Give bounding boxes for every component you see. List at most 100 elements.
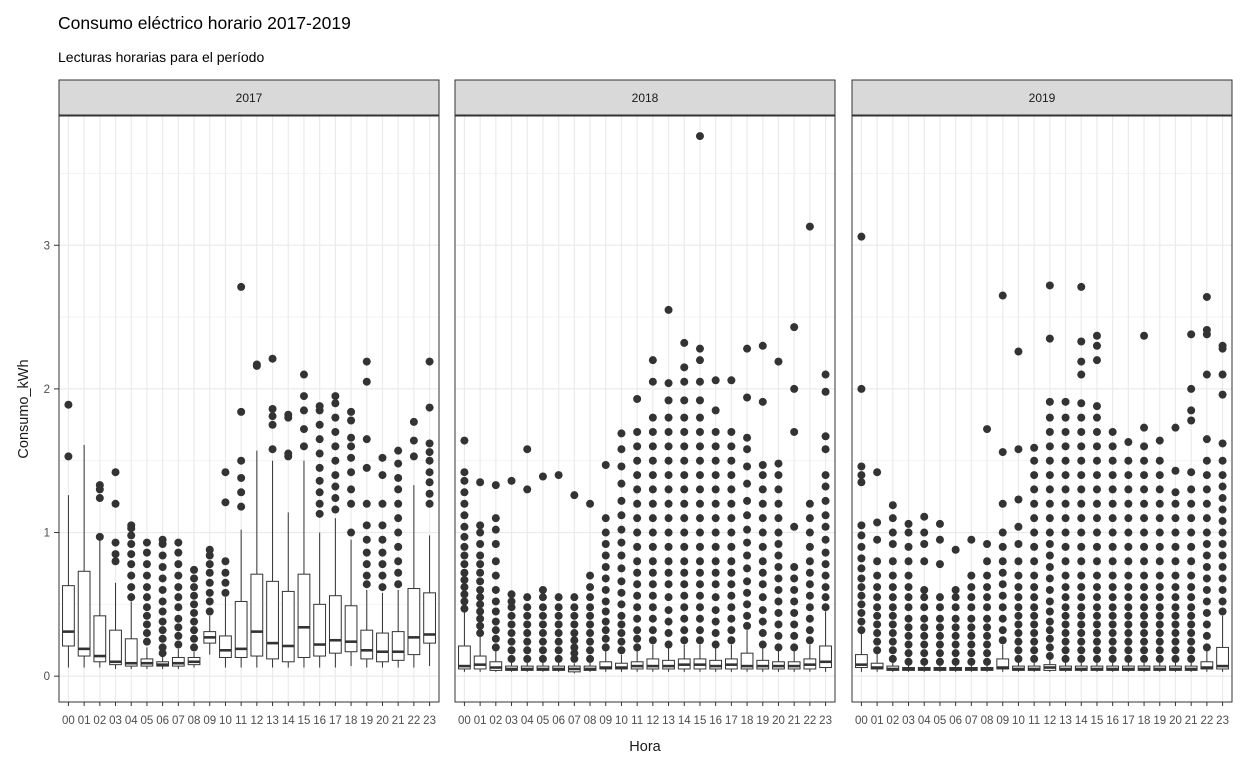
outlier-point bbox=[664, 471, 673, 480]
outlier-point bbox=[190, 626, 199, 635]
outlier-point bbox=[904, 631, 913, 640]
outlier-point bbox=[648, 499, 657, 508]
box-2018-23 bbox=[819, 370, 832, 672]
outlier-point bbox=[695, 442, 704, 451]
outlier-point bbox=[95, 532, 104, 541]
outlier-point bbox=[1155, 436, 1164, 445]
outlier-point bbox=[920, 614, 929, 623]
outlier-point bbox=[873, 593, 882, 602]
outlier-point bbox=[1140, 485, 1149, 494]
outlier-point bbox=[1155, 471, 1164, 480]
outlier-point bbox=[1108, 456, 1117, 465]
outlier-point bbox=[998, 291, 1007, 300]
outlier-point bbox=[1140, 423, 1149, 432]
outlier-point bbox=[158, 562, 167, 571]
outlier-point bbox=[904, 640, 913, 649]
outlier-point bbox=[158, 597, 167, 606]
box-body bbox=[93, 615, 107, 663]
outlier-point bbox=[920, 557, 929, 566]
outlier-point bbox=[158, 649, 167, 658]
outlier-point bbox=[1045, 471, 1054, 480]
outlier-point bbox=[617, 629, 626, 638]
outlier-point bbox=[1124, 528, 1133, 537]
outlier-point bbox=[1077, 370, 1086, 379]
box-body bbox=[344, 605, 358, 653]
outlier-point bbox=[1140, 629, 1149, 638]
outlier-point bbox=[64, 452, 73, 461]
box-2018-21 bbox=[787, 323, 801, 672]
outlier-point bbox=[633, 542, 642, 551]
outlier-point bbox=[491, 634, 500, 643]
outlier-point bbox=[460, 436, 469, 445]
outlier-point bbox=[774, 528, 783, 537]
outlier-point bbox=[790, 585, 799, 594]
chart-title: Consumo eléctrico horario 2017-2019 bbox=[58, 13, 351, 33]
outlier-point bbox=[174, 593, 183, 602]
outlier-point bbox=[998, 568, 1007, 577]
outlier-point bbox=[523, 629, 532, 638]
x-tick-label: 08 bbox=[981, 715, 994, 727]
box-body bbox=[77, 570, 91, 657]
outlier-point bbox=[1030, 456, 1039, 465]
outlier-point bbox=[1092, 456, 1101, 465]
outlier-point bbox=[743, 462, 752, 471]
outlier-point bbox=[1171, 423, 1180, 432]
x-tick-label: 18 bbox=[345, 715, 358, 727]
outlier-point bbox=[983, 425, 992, 434]
outlier-point bbox=[664, 305, 673, 314]
outlier-point bbox=[1171, 603, 1180, 612]
outlier-point bbox=[743, 445, 752, 454]
outlier-point bbox=[857, 574, 866, 583]
outlier-point bbox=[1092, 427, 1101, 436]
y-axis-title: Consumo_kWh bbox=[16, 359, 32, 458]
outlier-point bbox=[1045, 397, 1054, 406]
outlier-point bbox=[299, 370, 308, 379]
box-2017-09 bbox=[203, 545, 217, 655]
outlier-point bbox=[1092, 557, 1101, 566]
outlier-point bbox=[378, 571, 387, 580]
outlier-point bbox=[711, 528, 720, 537]
outlier-point bbox=[805, 542, 814, 551]
outlier-point bbox=[1171, 583, 1180, 592]
outlier-point bbox=[394, 557, 403, 566]
outlier-point bbox=[601, 597, 610, 606]
outlier-point bbox=[1171, 637, 1180, 646]
outlier-point bbox=[1202, 514, 1211, 523]
outlier-point bbox=[805, 557, 814, 566]
box-2017-00 bbox=[62, 400, 75, 668]
outlier-point bbox=[873, 571, 882, 580]
outlier-point bbox=[1140, 611, 1149, 620]
outlier-point bbox=[1124, 471, 1133, 480]
outlier-point bbox=[205, 597, 214, 606]
box-2019-16 bbox=[1106, 427, 1120, 672]
outlier-point bbox=[727, 376, 736, 385]
x-tick-label: 06 bbox=[156, 715, 169, 727]
outlier-point bbox=[1061, 646, 1070, 655]
outlier-point bbox=[983, 593, 992, 602]
box-2019-03 bbox=[902, 519, 915, 672]
outlier-point bbox=[570, 491, 579, 500]
outlier-point bbox=[1030, 471, 1039, 480]
outlier-point bbox=[601, 626, 610, 635]
outlier-point bbox=[1014, 593, 1023, 602]
outlier-point bbox=[237, 502, 246, 511]
outlier-point bbox=[554, 654, 563, 663]
outlier-point bbox=[695, 514, 704, 523]
outlier-point bbox=[601, 551, 610, 560]
outlier-point bbox=[743, 611, 752, 620]
outlier-point bbox=[633, 514, 642, 523]
outlier-point bbox=[1030, 637, 1039, 646]
box-2019-20 bbox=[1169, 423, 1182, 672]
outlier-point bbox=[1171, 654, 1180, 663]
outlier-point bbox=[460, 511, 469, 520]
outlier-point bbox=[664, 629, 673, 638]
outlier-point bbox=[1108, 442, 1117, 451]
outlier-point bbox=[790, 562, 799, 571]
outlier-point bbox=[507, 603, 516, 612]
outlier-point bbox=[409, 417, 418, 426]
outlier-point bbox=[727, 427, 736, 436]
box-2017-23 bbox=[423, 357, 436, 667]
x-tick-label: 06 bbox=[949, 715, 962, 727]
x-tick-label: 23 bbox=[423, 715, 436, 727]
outlier-point bbox=[935, 603, 944, 612]
